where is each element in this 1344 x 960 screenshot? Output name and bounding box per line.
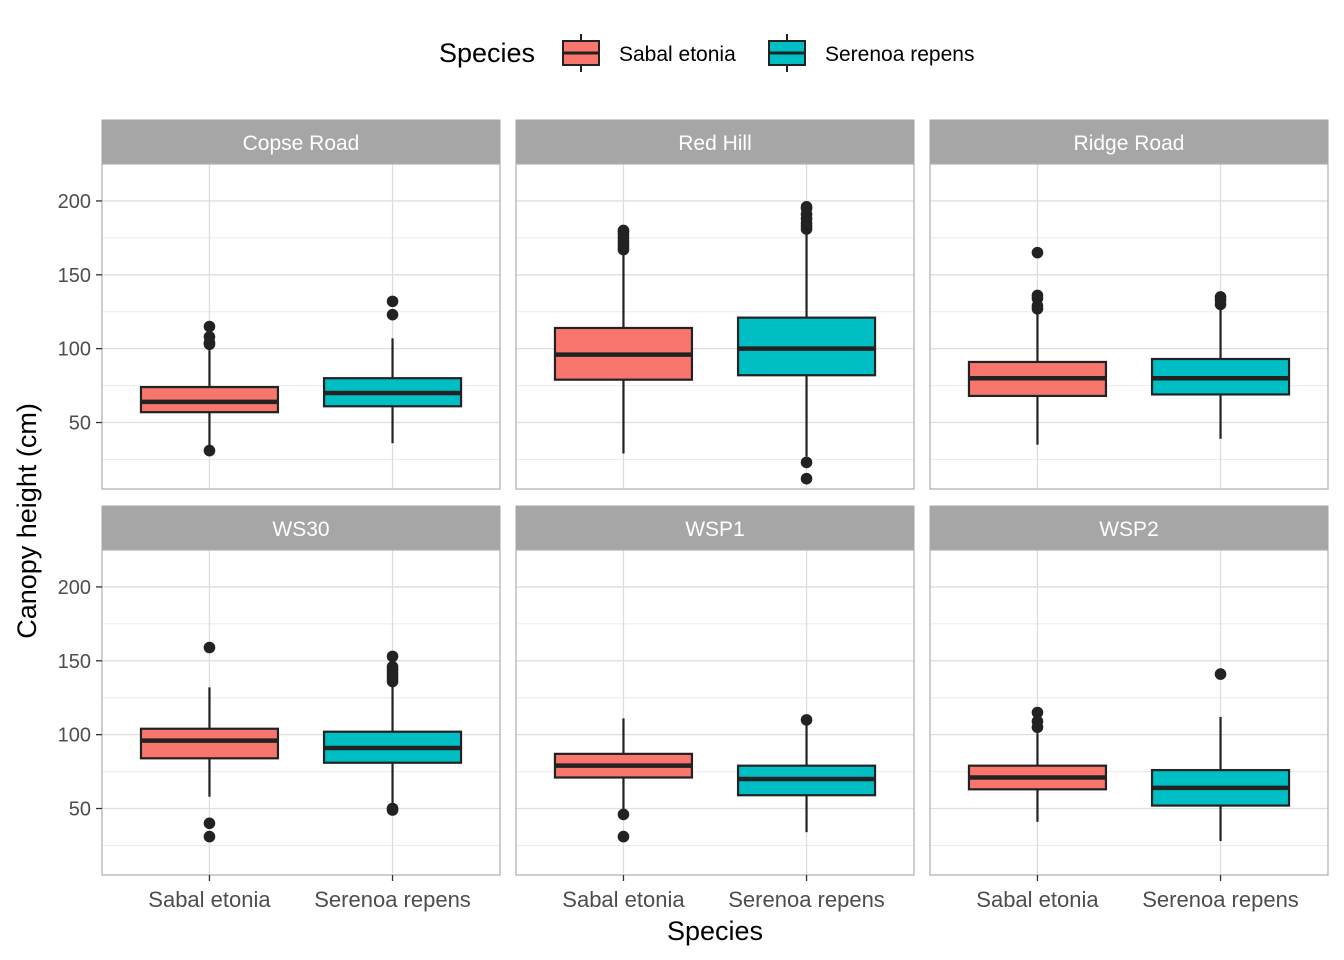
facet-panel-ws30: WS30 50 100 150 200 Sabal etonia Serenoa repen… <box>58 505 501 912</box>
facet-label: Red Hill <box>678 132 752 155</box>
box-serenoa-repens <box>1150 668 1291 842</box>
box-sabal-etonia <box>553 224 694 454</box>
iqr-box <box>139 727 280 760</box>
box-serenoa-repens <box>322 650 463 816</box>
box-sabal-etonia <box>139 641 280 843</box>
box-serenoa-repens <box>736 201 877 485</box>
facet-label: WSP1 <box>685 518 745 541</box>
box-sabal-etonia <box>139 320 280 457</box>
legend-label: Serenoa repens <box>825 43 974 66</box>
y-tick-label: 100 <box>58 339 91 361</box>
outlier-point <box>1031 289 1044 302</box>
outlier-point <box>203 331 216 343</box>
y-tick-label: 200 <box>58 191 91 213</box>
y-tick-label: 150 <box>58 265 91 287</box>
facet-strip <box>515 119 915 165</box>
facet-label: WSP2 <box>1099 518 1159 541</box>
y-tick-label: 50 <box>69 799 91 821</box>
outlier-point <box>386 308 399 321</box>
outlier-point <box>1031 246 1044 259</box>
legend-item-serenoa-repens: Serenoa repens <box>768 34 974 72</box>
outlier-point <box>800 714 813 726</box>
y-axis-title: Canopy height (cm) <box>12 403 42 639</box>
outlier-point <box>1031 715 1044 728</box>
box-sabal-etonia <box>967 246 1108 445</box>
panel-border <box>929 163 1329 490</box>
y-tick-label: 200 <box>58 577 91 599</box>
outlier-point <box>386 660 399 673</box>
outlier-point <box>386 802 399 815</box>
panel-background <box>930 550 1328 875</box>
facet-panel-wsp1: WSP1 Sabal etonia Serenoa repens <box>515 505 915 912</box>
outlier-point <box>617 224 630 237</box>
box-sabal-etonia <box>967 706 1108 822</box>
legend-label: Sabal etonia <box>619 43 736 66</box>
x-tick-label: Sabal etonia <box>976 887 1099 912</box>
outlier-point <box>617 830 630 843</box>
panel-background <box>930 164 1328 489</box>
panel-background <box>516 550 914 875</box>
facet-label: Ridge Road <box>1074 132 1185 155</box>
panel-border <box>101 163 501 490</box>
facet-panels: Copse Road 50 100 150 200 Red Hill Ridge Road W… <box>58 119 1329 912</box>
outlier-point <box>203 444 216 457</box>
outlier-point <box>203 817 216 830</box>
facet-panel-wsp2: WSP2 Sabal etonia Serenoa repens <box>929 505 1329 912</box>
panel-border <box>929 549 1329 876</box>
facet-strip <box>929 505 1329 551</box>
outlier-point <box>386 650 399 663</box>
panel-border <box>515 549 915 876</box>
outlier-point <box>800 472 813 485</box>
panel-border <box>101 549 501 876</box>
legend-item-sabal-etonia: Sabal etonia <box>562 34 736 72</box>
facet-panel-copse-road: Copse Road 50 100 150 200 <box>58 119 501 490</box>
facet-strip <box>101 119 501 165</box>
facet-label: Copse Road <box>243 132 360 155</box>
panel-background <box>102 164 500 489</box>
outlier-point <box>203 320 216 333</box>
outlier-point <box>1214 291 1227 303</box>
box-serenoa-repens <box>322 295 463 444</box>
outlier-point <box>800 456 813 469</box>
panel-background <box>102 550 500 875</box>
x-tick-label: Serenoa repens <box>314 887 471 912</box>
x-tick-label: Sabal etonia <box>148 887 271 912</box>
facet-strip <box>929 119 1329 165</box>
x-axis-title: Species <box>667 916 763 946</box>
box-sabal-etonia <box>553 718 694 843</box>
y-tick-label: 150 <box>58 651 91 673</box>
outlier-point <box>617 808 630 821</box>
y-tick-label: 100 <box>58 725 91 747</box>
x-tick-label: Sabal etonia <box>562 887 685 912</box>
y-tick-label: 50 <box>69 413 91 435</box>
box-serenoa-repens <box>1150 291 1291 439</box>
outlier-point <box>203 830 216 843</box>
outlier-point <box>1031 706 1044 719</box>
facet-label: WS30 <box>272 518 329 541</box>
facet-panel-red-hill: Red Hill <box>515 119 915 490</box>
outlier-point <box>800 201 813 213</box>
box-serenoa-repens <box>736 714 877 833</box>
outlier-point <box>386 295 399 308</box>
x-tick-label: Serenoa repens <box>728 887 885 912</box>
legend: Species Sabal etonia Serenoa repens <box>439 34 974 72</box>
panel-border <box>515 163 915 490</box>
facet-panel-ridge-road: Ridge Road <box>929 119 1329 490</box>
legend-title: Species <box>439 38 535 68</box>
x-tick-label: Serenoa repens <box>1142 887 1299 912</box>
outlier-point <box>203 641 216 654</box>
outlier-point <box>1214 668 1227 680</box>
